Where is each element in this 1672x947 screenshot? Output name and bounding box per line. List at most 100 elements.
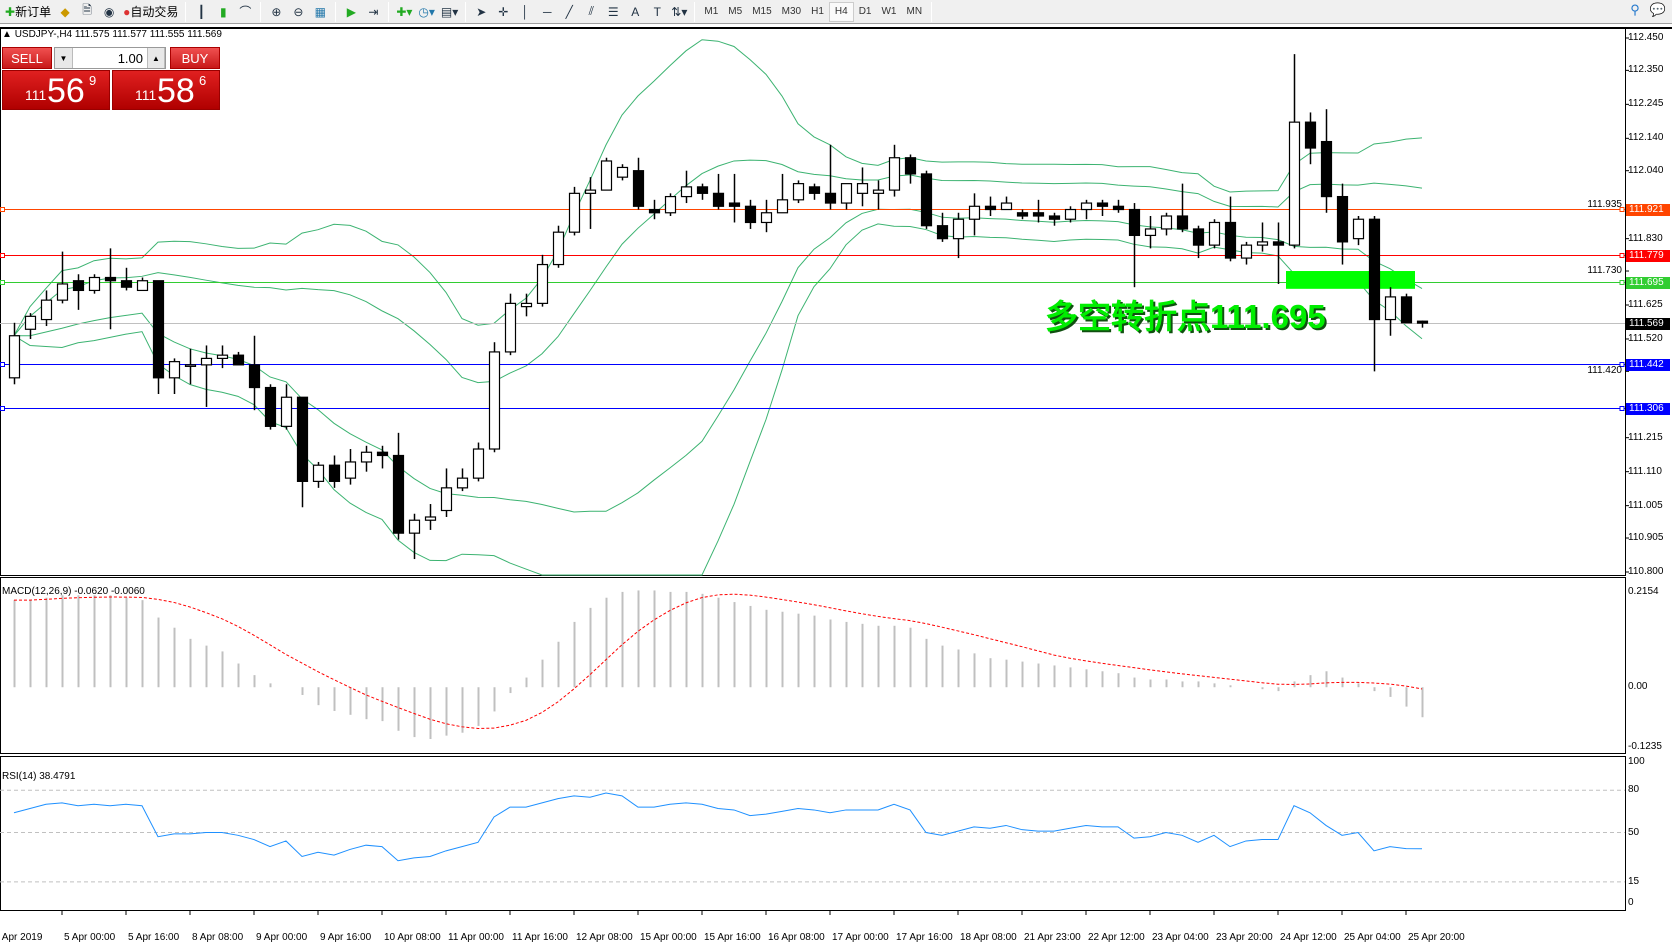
bull-candle: [872, 189, 885, 194]
divider: [185, 1, 187, 22]
level-handle: [1619, 362, 1625, 367]
timeframe-w1[interactable]: W1: [881, 6, 897, 17]
trendline-icon[interactable]: ╱: [565, 4, 573, 19]
timeframe-m15[interactable]: M15: [752, 6, 772, 17]
equidistant-channel-icon[interactable]: ⫽: [588, 4, 594, 18]
timeframe-m30[interactable]: M30: [781, 6, 802, 17]
periods-icon[interactable]: ◷▾: [418, 4, 435, 19]
bull-candle: [56, 283, 69, 301]
tile-windows-icon[interactable]: ▦: [314, 4, 327, 19]
level-price-label: 111.779: [1626, 249, 1670, 262]
time-label: 8 Apr 08:00: [192, 932, 244, 943]
text-label-icon[interactable]: T: [653, 4, 661, 19]
zoom-in-icon[interactable]: ⊕: [271, 4, 282, 19]
auto-trading-icon: ●: [123, 4, 131, 19]
bull-candle: [1208, 221, 1221, 246]
fibonacci-icon[interactable]: ☰: [607, 4, 619, 19]
macd-tick-label: 0.00: [1628, 681, 1648, 693]
search-icon[interactable]: ⚲: [1630, 2, 1640, 17]
toolbar: ✚ 新订单 ◆ 🗎 ◉ ● 自动交易 ┃ ▮ ⌒ ⊕ ⊖ ▦ ▶ ⇥ ✚▾ ◷▾ ▤…: [0, 0, 1672, 24]
timeframe-m5[interactable]: M5: [728, 6, 743, 17]
bull-candle: [408, 519, 421, 534]
bear-candle: [1016, 212, 1029, 217]
new-order-icon: ✚: [5, 4, 16, 19]
templates-icon[interactable]: ▤▾: [440, 4, 459, 19]
bear-candle: [696, 186, 709, 194]
bull-candle: [184, 364, 197, 367]
signals-icon[interactable]: ◉: [103, 4, 115, 19]
line-chart-icon[interactable]: ⌒: [239, 5, 252, 19]
bear-candle: [248, 364, 261, 389]
bear-candle: [1400, 296, 1413, 324]
timeframe-mn[interactable]: MN: [906, 6, 923, 17]
timeframe-bar: M1 M5 M15 M30 H1 H4 D1 W1 MN: [699, 1, 927, 22]
bear-candle: [232, 354, 245, 366]
bull-candle: [168, 361, 181, 379]
auto-scroll-icon[interactable]: ▶: [346, 4, 356, 19]
chart-shift-icon[interactable]: ⇥: [368, 4, 379, 19]
macd-pane-border: [0, 577, 1626, 754]
rsi-label: RSI(14) 38.4791: [2, 771, 76, 782]
sell-button[interactable]: SELL: [2, 47, 52, 69]
bear-candle: [1320, 140, 1333, 198]
timeframe-h1[interactable]: H1: [811, 6, 824, 17]
buy-price[interactable]: 111 58 6: [112, 70, 220, 110]
time-label: 4 Apr 2019: [0, 932, 43, 943]
divider: [694, 1, 696, 22]
zoom-out-icon[interactable]: ⊖: [293, 4, 304, 19]
bull-candle: [472, 448, 485, 479]
bull-candle: [968, 205, 981, 220]
bull-candle: [488, 351, 501, 450]
bear-candle: [904, 157, 917, 175]
time-label: 10 Apr 08:00: [384, 932, 441, 943]
buy-price-prefix: 111: [135, 87, 157, 103]
bull-candle: [456, 477, 469, 489]
bull-candle: [600, 160, 613, 191]
bull-candle: [1064, 208, 1077, 220]
vertical-line-icon[interactable]: │: [521, 4, 530, 19]
bollinger-upper-band: [13, 159, 1423, 384]
bear-candle: [120, 280, 133, 288]
indicators-icon[interactable]: ✚▾: [396, 4, 413, 19]
navigator-icon[interactable]: 🗎: [82, 3, 92, 17]
cursor-icon[interactable]: ➤: [476, 4, 487, 19]
level-price-label: 111.695: [1626, 276, 1670, 289]
price-tick-label: 111.420: [1587, 365, 1622, 377]
chart-area[interactable]: [0, 24, 1672, 947]
timeframe-m1[interactable]: M1: [704, 6, 719, 17]
lot-input[interactable]: [73, 50, 147, 66]
bar-chart-icon[interactable]: ┃: [197, 4, 205, 19]
timeframe-d1[interactable]: D1: [858, 6, 872, 17]
bull-candle: [536, 263, 549, 304]
horizontal-line-icon[interactable]: ─: [543, 4, 552, 19]
auto-trading-button[interactable]: ● 自动交易: [123, 4, 179, 20]
price-tick-label: 110.800: [1628, 566, 1664, 577]
macd-signal-line: [14, 593, 1423, 729]
lot-increase-button[interactable]: ▲: [147, 48, 165, 68]
bear-candle: [712, 192, 725, 207]
bull-candle: [1256, 241, 1269, 246]
sell-price[interactable]: 111 56 9: [2, 70, 110, 110]
time-label: 11 Apr 00:00: [448, 932, 504, 943]
candlestick-icon[interactable]: ▮: [220, 4, 227, 19]
arrows-icon[interactable]: ⇅▾: [671, 4, 688, 19]
crosshair-icon[interactable]: ✛: [498, 4, 509, 19]
new-order-button[interactable]: ✚ 新订单: [5, 4, 52, 20]
lot-decrease-button[interactable]: ▼: [55, 48, 73, 68]
bull-candle: [552, 231, 565, 266]
bear-candle: [1032, 212, 1045, 217]
timeframe-h4[interactable]: H4: [828, 1, 854, 22]
bear-candle: [1128, 208, 1141, 237]
bull-candle: [1240, 244, 1253, 259]
market-watch-icon[interactable]: ◆: [60, 4, 70, 19]
bear-candle: [328, 464, 341, 482]
buy-button[interactable]: BUY: [170, 47, 220, 69]
bull-candle: [1352, 218, 1365, 240]
buy-price-pip: 6: [199, 73, 207, 88]
lot-stepper[interactable]: ▼ ▲: [54, 47, 166, 69]
time-label: 25 Apr 04:00: [1344, 932, 1401, 943]
time-label: 17 Apr 16:00: [896, 932, 953, 943]
chat-icon[interactable]: 💬: [1649, 2, 1666, 17]
bull-candle: [952, 218, 965, 240]
text-icon[interactable]: A: [631, 4, 640, 19]
